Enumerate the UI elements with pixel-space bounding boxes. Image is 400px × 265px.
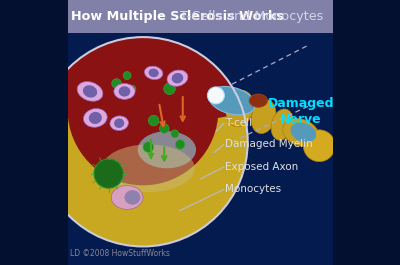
Wedge shape [35, 21, 251, 131]
Ellipse shape [172, 73, 183, 83]
Ellipse shape [124, 190, 140, 205]
Circle shape [148, 115, 159, 126]
Circle shape [38, 37, 248, 246]
Ellipse shape [119, 86, 130, 96]
Ellipse shape [226, 90, 254, 127]
Ellipse shape [208, 86, 255, 115]
Circle shape [171, 130, 179, 138]
Ellipse shape [83, 85, 97, 98]
FancyBboxPatch shape [68, 0, 332, 33]
Circle shape [129, 85, 136, 92]
Ellipse shape [167, 70, 188, 86]
Text: LD ©2008 HowStuffWorks: LD ©2008 HowStuffWorks [70, 249, 170, 258]
Circle shape [143, 142, 154, 152]
Text: T-cell: T-cell [225, 118, 252, 128]
Circle shape [175, 140, 185, 149]
Ellipse shape [114, 118, 124, 128]
Text: Damaged
Nerve: Damaged Nerve [268, 97, 334, 126]
Circle shape [112, 79, 121, 88]
FancyBboxPatch shape [68, 33, 332, 265]
Ellipse shape [111, 186, 143, 209]
Circle shape [94, 159, 123, 188]
Ellipse shape [102, 144, 195, 192]
Text: Monocytes: Monocytes [225, 184, 281, 195]
Circle shape [208, 87, 224, 104]
Ellipse shape [138, 131, 196, 168]
Ellipse shape [84, 109, 107, 127]
Ellipse shape [114, 83, 135, 99]
Ellipse shape [110, 116, 128, 131]
Text: Exposed Axon: Exposed Axon [225, 162, 298, 172]
Circle shape [164, 83, 175, 95]
Ellipse shape [89, 112, 102, 124]
Text: Damaged Myelin: Damaged Myelin [225, 139, 313, 149]
Ellipse shape [290, 123, 316, 142]
Ellipse shape [148, 69, 159, 77]
Circle shape [123, 72, 131, 80]
Ellipse shape [144, 66, 163, 80]
Ellipse shape [283, 118, 319, 147]
Text: How Multiple Sclerosis Works: How Multiple Sclerosis Works [72, 10, 284, 23]
Ellipse shape [251, 100, 276, 134]
Ellipse shape [271, 109, 293, 140]
Ellipse shape [77, 82, 103, 101]
Ellipse shape [249, 94, 268, 107]
Ellipse shape [303, 130, 335, 162]
Text: T-Cells and Monocytes: T-Cells and Monocytes [180, 10, 324, 23]
Circle shape [68, 35, 218, 185]
Circle shape [160, 124, 169, 133]
